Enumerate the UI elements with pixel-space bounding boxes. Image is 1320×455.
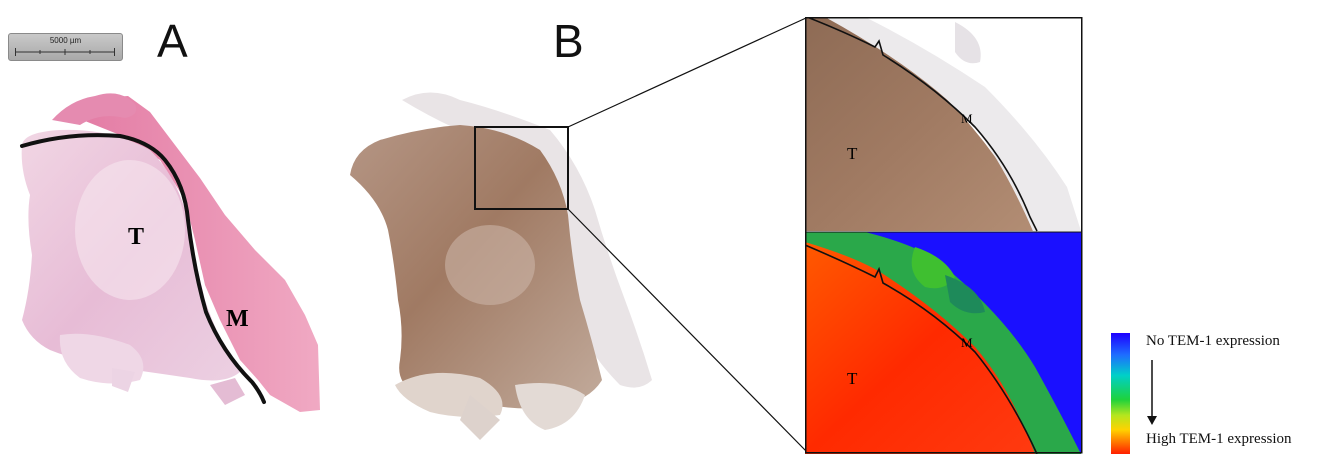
margin-label-zoom-bottom: M	[961, 335, 973, 350]
arrow-down-icon	[1147, 360, 1157, 425]
panel-label-a: A	[157, 15, 188, 67]
ihc-tissue-image	[350, 92, 652, 440]
he-tissue-image: T M	[20, 93, 320, 412]
legend-bottom-label: High TEM-1 expression	[1146, 431, 1292, 447]
scale-bar-ruler	[15, 48, 115, 56]
panel-label-b: B	[553, 15, 584, 67]
tumor-label-zoom-top: T	[847, 144, 858, 163]
tumor-label-a: T	[128, 224, 144, 250]
margin-label-a: M	[226, 306, 249, 332]
zoom-connector	[567, 17, 807, 452]
scale-bar: 5000 µm	[8, 33, 123, 61]
expression-color-scale	[1111, 333, 1130, 454]
legend-top-label: No TEM-1 expression	[1146, 333, 1280, 349]
scale-bar-label: 5000 µm	[49, 36, 82, 45]
inset-box	[474, 126, 569, 210]
tumor-label-zoom-bottom: T	[847, 369, 858, 388]
margin-label-zoom-top: M	[961, 111, 973, 126]
zoom-inset-ihc: T M T M	[805, 17, 1083, 454]
